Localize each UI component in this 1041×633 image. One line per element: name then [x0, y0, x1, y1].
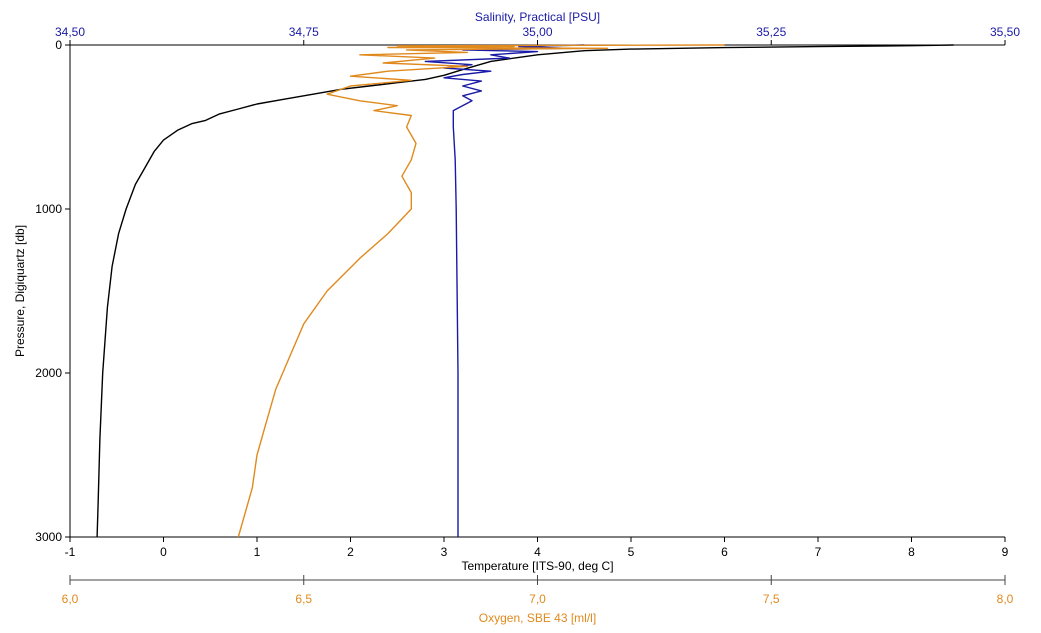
- temperature-tick-label: 7: [815, 545, 822, 559]
- temperature-tick-label: 0: [160, 545, 167, 559]
- salinity-tick-label: 34,50: [55, 25, 85, 39]
- salinity-tick-label: 35,00: [522, 25, 552, 39]
- temperature-series-line: [96, 44, 954, 538]
- salinity-tick-label: 34,75: [289, 25, 319, 39]
- oxygen-tick-label: 6,5: [295, 592, 312, 606]
- salinity-tick-label: 35,25: [756, 25, 786, 39]
- y-axis-label: Pressure, Digiquartz [db]: [13, 225, 27, 357]
- oxygen-tick-label: 6,0: [62, 592, 79, 606]
- temperature-tick-label: 6: [721, 545, 728, 559]
- salinity-axis-label: Salinity, Practical [PSU]: [475, 10, 600, 24]
- y-tick-label: 3000: [35, 530, 62, 544]
- temperature-tick-label: 3: [441, 545, 448, 559]
- oxygen-axis-label: Oxygen, SBE 43 [ml/l]: [479, 611, 596, 625]
- salinity-series-line: [424, 44, 585, 537]
- temperature-tick-label: 4: [534, 545, 541, 559]
- temperature-axis-label: Temperature [ITS-90, deg C]: [461, 559, 613, 573]
- oxygen-tick-label: 7,5: [763, 592, 780, 606]
- oxygen-tick-label: 8,0: [997, 592, 1014, 606]
- temperature-tick-label: -1: [65, 545, 76, 559]
- salinity-tick-label: 35,50: [990, 25, 1020, 39]
- oxygen-tick-label: 7,0: [529, 592, 546, 606]
- y-tick-label: 2000: [35, 366, 62, 380]
- temperature-tick-label: 1: [254, 545, 261, 559]
- temperature-tick-label: 8: [908, 545, 915, 559]
- temperature-tick-label: 2: [347, 545, 354, 559]
- temperature-tick-label: 9: [1002, 545, 1009, 559]
- y-tick-label: 0: [55, 38, 62, 52]
- y-tick-label: 1000: [35, 202, 62, 216]
- oxygen-series-line: [237, 44, 725, 538]
- temperature-tick-label: 5: [628, 545, 635, 559]
